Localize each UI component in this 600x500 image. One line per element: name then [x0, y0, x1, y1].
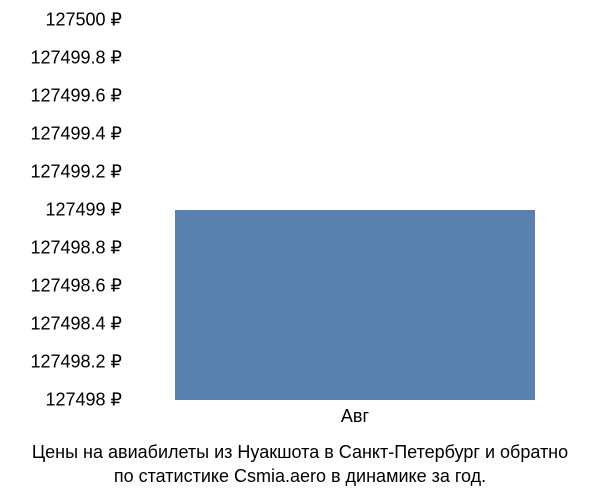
y-tick-label: 127500 ₽	[45, 10, 122, 31]
y-tick-label: 127498 ₽	[45, 390, 122, 411]
y-tick-label: 127499.8 ₽	[30, 48, 122, 69]
y-tick-label: 127499 ₽	[45, 200, 122, 221]
plot-area: Авг	[135, 20, 575, 400]
caption-line-1: Цены на авиабилеты из Нуакшота в Санкт-П…	[0, 440, 600, 464]
y-axis-labels: 127500 ₽ 127499.8 ₽ 127499.6 ₽ 127499.4 ₽ 12…	[0, 0, 130, 420]
x-tick-label: Авг	[135, 406, 575, 427]
y-tick-label: 127499.4 ₽	[30, 124, 122, 145]
y-tick-label: 127498.8 ₽	[30, 238, 122, 259]
caption-line-2: по статистике Csmia.aero в динамике за г…	[0, 464, 600, 488]
y-tick-label: 127498.4 ₽	[30, 314, 122, 335]
chart-area: 127500 ₽ 127499.8 ₽ 127499.6 ₽ 127499.4 ₽ 12…	[0, 0, 600, 420]
y-tick-label: 127499.2 ₽	[30, 162, 122, 183]
y-tick-label: 127498.2 ₽	[30, 352, 122, 373]
y-tick-label: 127499.6 ₽	[30, 86, 122, 107]
y-tick-label: 127498.6 ₽	[30, 276, 122, 297]
bar	[175, 210, 536, 400]
chart-caption: Цены на авиабилеты из Нуакшота в Санкт-П…	[0, 440, 600, 489]
